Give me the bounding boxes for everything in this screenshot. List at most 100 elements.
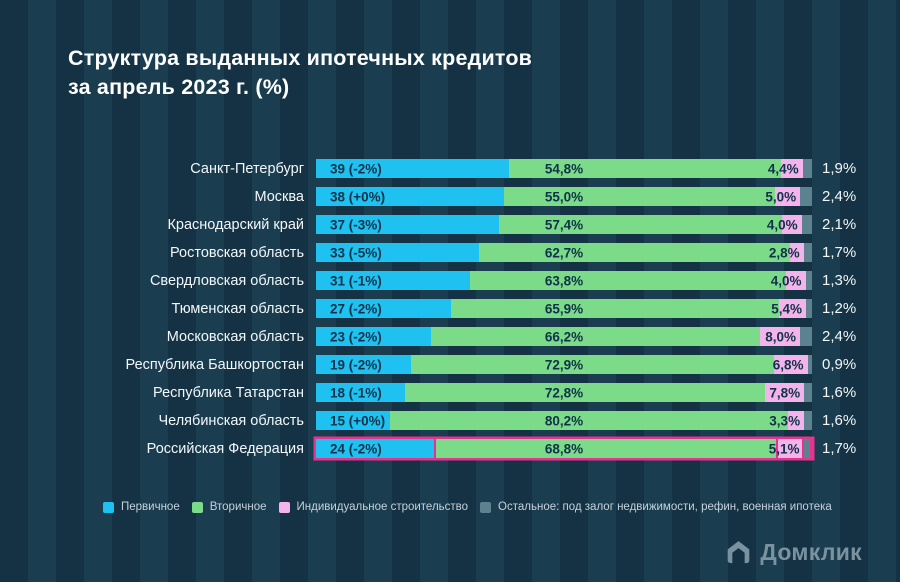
legend-label: Индивидуальное строительство (296, 501, 469, 513)
secondary-value-label: 57,4% (544, 217, 584, 232)
secondary-value-label: 65,9% (544, 301, 584, 316)
segment-primary (316, 383, 406, 402)
individual-value-label: 6,8% (772, 357, 804, 372)
chart-title-line2: за апрель 2023 г. (%) (68, 75, 290, 99)
segment-individual-construction (789, 243, 804, 262)
stacked-bar: 19 (-2%) 72,9% 6,8% (316, 355, 812, 374)
segment-primary (316, 187, 504, 206)
segment-primary (316, 355, 411, 374)
chart-row: Республика Башкортостан 19 (-2%) 72,9% 6… (0, 355, 900, 374)
segment-individual-construction (760, 327, 801, 346)
stacked-bar: 27 (-2%) 65,9% 5,4% (316, 299, 812, 318)
segment-other (803, 439, 812, 458)
chart-row: Свердловская область 31 (-1%) 63,8% 4,0%… (0, 271, 900, 290)
individual-value-label: 7,8% (769, 385, 801, 400)
individual-value-label: 2,8% (768, 245, 800, 260)
secondary-value-label: 68,8% (544, 441, 584, 456)
segment-primary (316, 243, 480, 262)
primary-value-label: 18 (-1%) (330, 385, 382, 400)
legend-swatch (278, 501, 290, 513)
secondary-value-label: 62,7% (544, 245, 584, 260)
primary-value-label: 19 (-2%) (330, 357, 382, 372)
segment-individual-construction (779, 299, 806, 318)
region-label: Свердловская область (149, 272, 304, 289)
other-value-label: 1,2% (822, 300, 857, 317)
segment-individual-construction (780, 159, 803, 178)
logo-text: Домклик (760, 539, 862, 565)
segment-primary (316, 271, 470, 290)
segment-other (802, 159, 812, 178)
segment-individual-construction (785, 271, 806, 290)
individual-value-label: 4,4% (767, 161, 799, 176)
individual-value-label: 5,0% (765, 189, 797, 204)
legend-label: Остальное: под залог недвижимости, рефин… (498, 501, 832, 513)
segment-secondary (405, 383, 766, 402)
stacked-bar-chart: Санкт-Петербург 39 (-2%) 54,8% 4,4% 1,9%… (0, 159, 900, 467)
segment-individual-construction (787, 411, 805, 430)
stacked-bar: 37 (-3%) 57,4% 4,0% (316, 215, 812, 234)
stacked-bar: 33 (-5%) 62,7% 2,8% (316, 243, 812, 262)
segment-secondary (469, 271, 786, 290)
segment-individual-construction (773, 355, 808, 374)
region-label: Санкт-Петербург (190, 160, 304, 177)
primary-value-label: 31 (-1%) (330, 273, 382, 288)
segment-individual-construction (765, 383, 805, 402)
segment-primary (316, 159, 510, 178)
other-value-label: 1,7% (822, 244, 857, 261)
chart-row: Санкт-Петербург 39 (-2%) 54,8% 4,4% 1,9% (0, 159, 900, 178)
stacked-bar: 18 (-1%) 72,8% 7,8% (316, 383, 812, 402)
chart-title: Структура выданных ипотечных кредитов за… (68, 44, 532, 102)
legend-item: Остальное: под залог недвижимости, рефин… (480, 501, 832, 513)
other-value-label: 2,1% (822, 216, 857, 233)
secondary-value-label: 54,8% (544, 161, 584, 176)
segment-secondary (435, 439, 779, 458)
chart-row: Ростовская область 33 (-5%) 62,7% 2,8% 1… (0, 243, 900, 262)
legend-item: Вторичное (191, 501, 267, 513)
segment-individual-construction (778, 439, 804, 458)
segment-other (803, 243, 812, 262)
segment-individual-construction (775, 187, 801, 206)
other-value-label: 1,6% (822, 384, 857, 401)
other-value-label: 1,3% (822, 272, 857, 289)
segment-other (801, 215, 812, 234)
region-label: Краснодарский край (167, 216, 304, 233)
region-label: Республика Татарстан (153, 384, 304, 401)
segment-other (805, 271, 812, 290)
chart-row: Московская область 23 (-2%) 66,2% 8,0% 2… (0, 327, 900, 346)
stacked-bar: 31 (-1%) 63,8% 4,0% (316, 271, 812, 290)
segment-primary (316, 439, 436, 458)
secondary-value-label: 66,2% (544, 329, 584, 344)
stacked-bar: 24 (-2%) 68,8% 5,1% (316, 439, 812, 458)
chart-row: Краснодарский край 37 (-3%) 57,4% 4,0% 2… (0, 215, 900, 234)
segment-other (800, 187, 812, 206)
legend-label: Первичное (121, 501, 180, 513)
primary-value-label: 15 (+0%) (330, 413, 386, 428)
stacked-bar: 23 (-2%) 66,2% 8,0% (316, 327, 812, 346)
individual-value-label: 3,3% (769, 413, 801, 428)
domclick-logo: Домклик (725, 539, 862, 566)
legend-swatch (480, 501, 492, 513)
legend-label: Вторичное (209, 501, 267, 513)
chart-row: Республика Татарстан 18 (-1%) 72,8% 7,8%… (0, 383, 900, 402)
stacked-bar: 38 (+0%) 55,0% 5,0% (316, 187, 812, 206)
secondary-value-label: 72,8% (544, 385, 584, 400)
individual-value-label: 5,4% (771, 301, 803, 316)
segment-other (805, 299, 812, 318)
other-value-label: 1,9% (822, 160, 857, 177)
secondary-value-label: 72,9% (544, 357, 584, 372)
segment-secondary (390, 411, 788, 430)
legend-item: Индивидуальное строительство (278, 501, 469, 513)
individual-value-label: 4,0% (770, 273, 802, 288)
primary-value-label: 39 (-2%) (330, 161, 382, 176)
chart-row: Тюменская область 27 (-2%) 65,9% 5,4% 1,… (0, 299, 900, 318)
segment-secondary (498, 215, 782, 234)
primary-value-label: 23 (-2%) (330, 329, 382, 344)
other-value-label: 2,4% (822, 188, 857, 205)
region-label: Ростовская область (170, 244, 304, 261)
secondary-value-label: 63,8% (544, 273, 584, 288)
legend-item: Первичное (103, 501, 180, 513)
segment-other (804, 411, 812, 430)
other-value-label: 2,4% (822, 328, 857, 345)
segment-secondary (503, 187, 776, 206)
